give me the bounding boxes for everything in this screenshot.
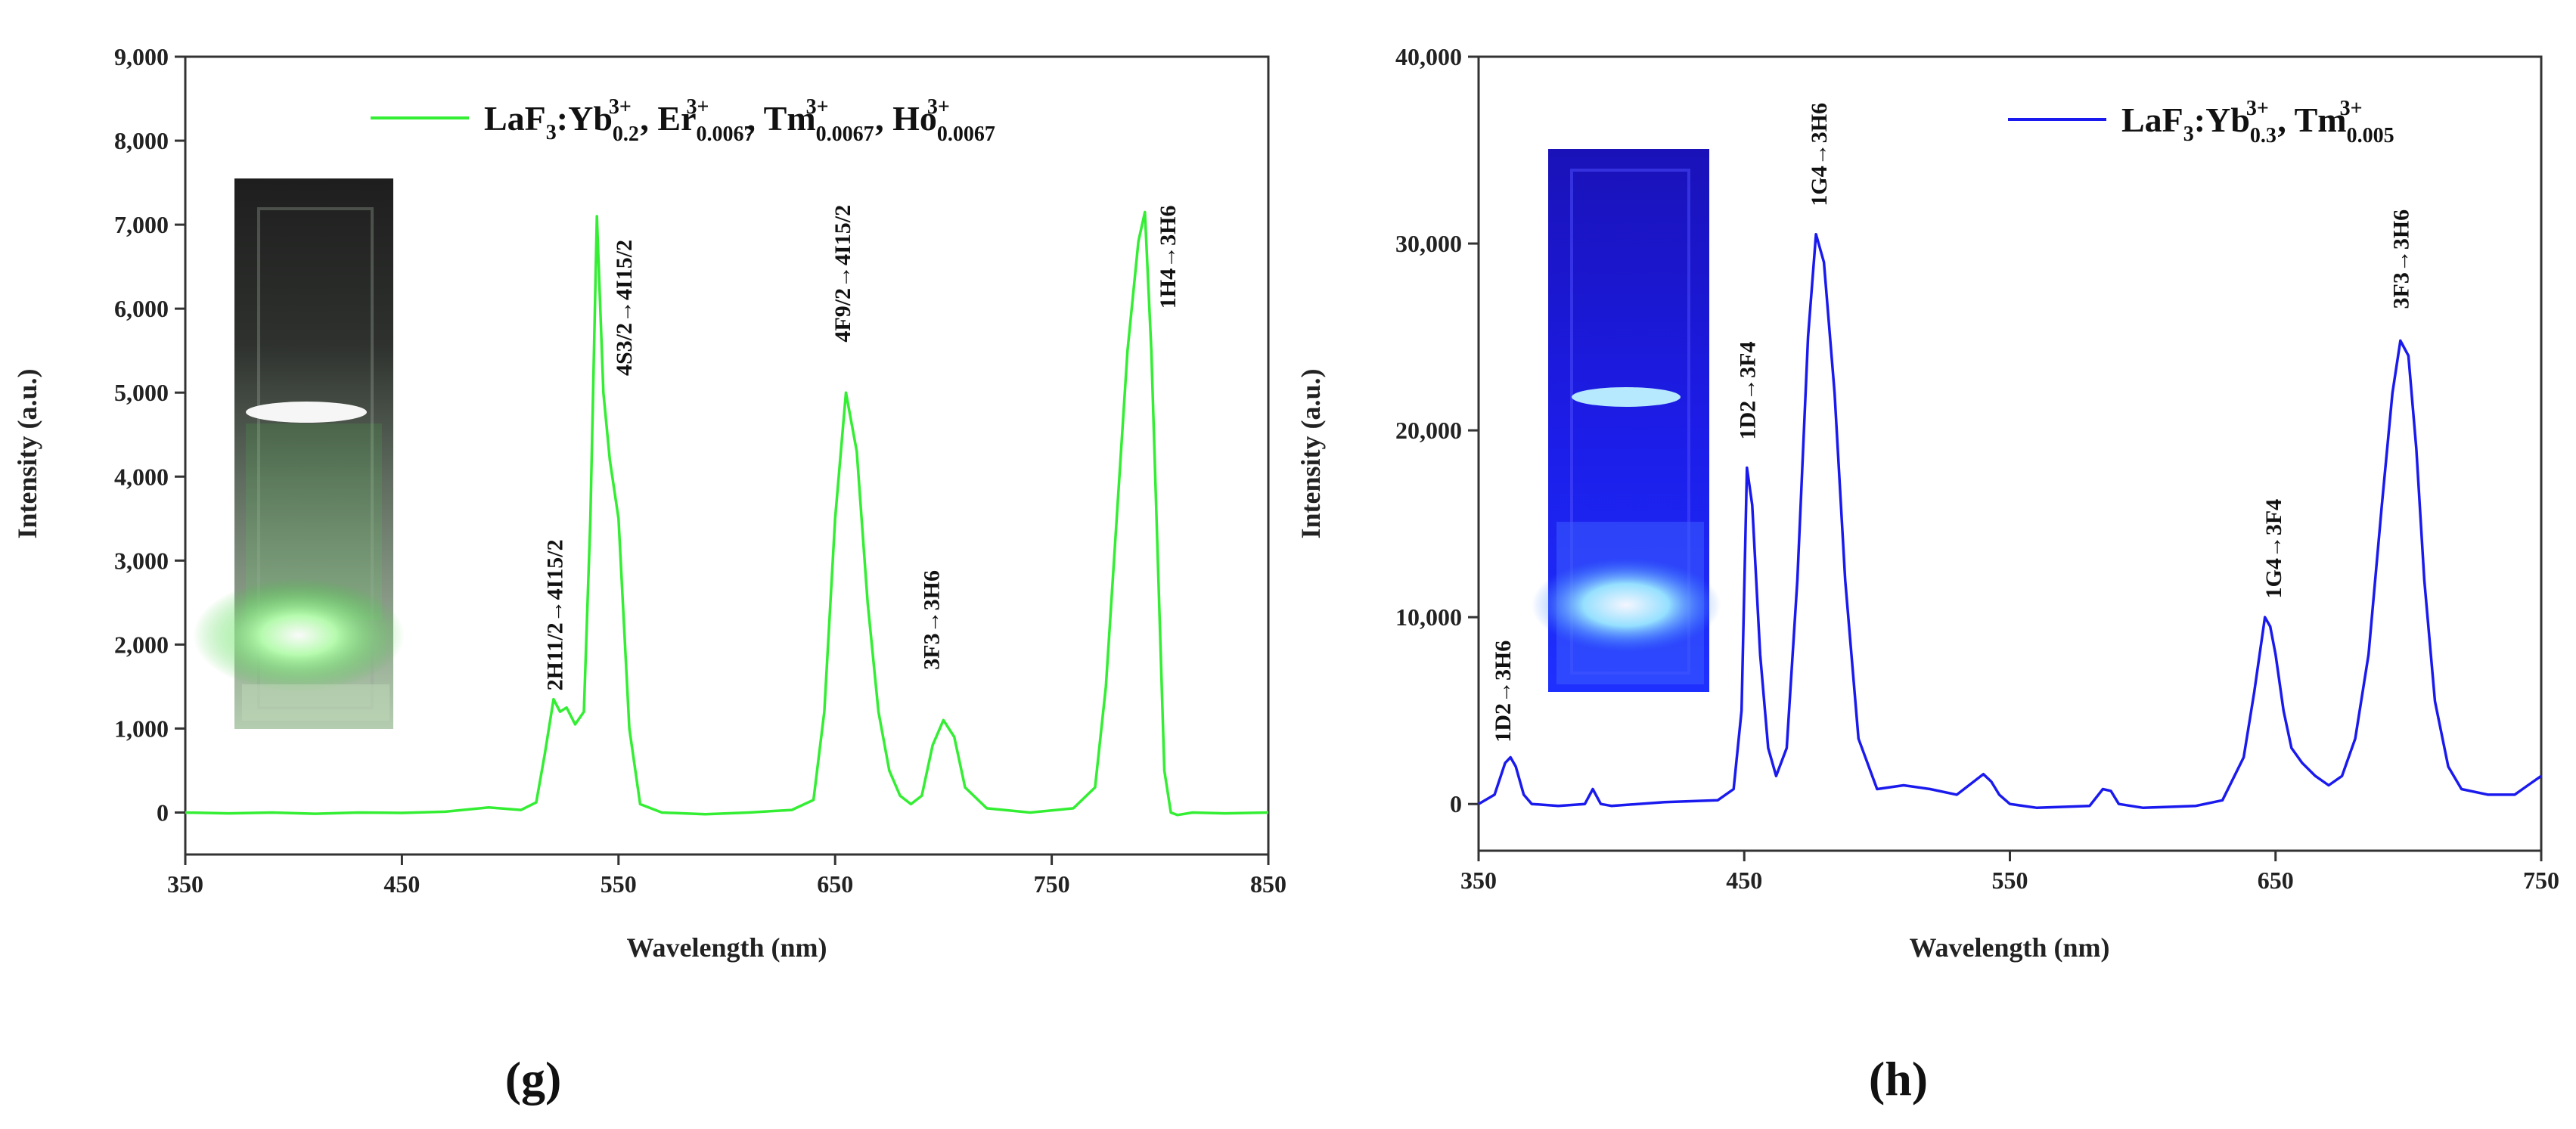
y-axis-label-h: Intensity (a.u.) [1296, 368, 1326, 538]
y-tick-label-g-6000: 6,000 [114, 295, 169, 322]
x-tick-label-g-850: 850 [1250, 870, 1286, 898]
y-tick-label-g-7000: 7,000 [114, 211, 169, 238]
panel-h: 350 450 550 650 750 0 10,000 20,000 30,000 40,00… [1296, 43, 2559, 1106]
x-tick-label-g-650: 650 [817, 870, 853, 898]
y-tick-label-g-0: 0 [157, 799, 169, 826]
annotation-g-1: 2H11/2→4I15/2 [542, 539, 567, 690]
y-tick-label-h-0: 0 [1450, 790, 1462, 817]
y-tick-label-h-30000: 30,000 [1395, 230, 1462, 257]
panel-g: 350 450 550 650 750 850 0 1,000 2,000 3,000 4,000… [12, 43, 1286, 1106]
spectrum-line-h [1478, 232, 2543, 809]
spectrum-line-g [185, 210, 1269, 817]
y-tick-label-g-5000: 5,000 [114, 379, 169, 406]
x-tick-label-h-450: 450 [1726, 867, 1762, 894]
legend-text-g: LaF3:Yb0.23+ , Er0.00673+, Tm0.00673+ , … [484, 95, 995, 146]
panel-label-g: (g) [505, 1052, 562, 1106]
panel-label-h: (h) [1869, 1052, 1928, 1106]
y-axis-label-g: Intensity (a.u.) [12, 368, 42, 538]
x-tick-label-g-750: 750 [1034, 870, 1070, 898]
x-tick-label-g-550: 550 [601, 870, 637, 898]
y-tick-label-g-2000: 2,000 [114, 631, 169, 658]
y-tick-label-g-1000: 1,000 [114, 715, 169, 742]
x-axis-label-g: Wavelength (nm) [627, 932, 827, 963]
x-tick-label-h-650: 650 [2258, 867, 2294, 894]
legend-g: LaF3:Yb0.23+ , Er0.00673+, Tm0.00673+ , … [371, 95, 995, 146]
inset-photo-h [1532, 149, 1721, 692]
inset-photo-g [193, 178, 405, 729]
legend-text-h: LaF3:Yb0.33+ , Tm0.0053+ [2121, 97, 2394, 147]
annotation-g-3: 4F9/2→4I15/2 [830, 205, 855, 343]
x-tick-label-g-450: 450 [383, 870, 420, 898]
x-tick-label-g-350: 350 [167, 870, 203, 898]
x-axis-label-h: Wavelength (nm) [1910, 932, 2110, 963]
y-tick-label-h-40000: 40,000 [1395, 43, 1462, 70]
x-tick-label-h-350: 350 [1460, 867, 1497, 894]
y-tick-label-h-20000: 20,000 [1395, 417, 1462, 444]
legend-h: LaF3:Yb0.33+ , Tm0.0053+ [2008, 97, 2394, 147]
y-tick-label-g-8000: 8,000 [114, 127, 169, 154]
x-tick-label-h-550: 550 [1992, 867, 2028, 894]
annotation-h-3: 1G4→3H6 [1807, 103, 1832, 206]
plot-frame-g [184, 55, 1270, 856]
y-tick-label-g-3000: 3,000 [114, 547, 169, 574]
y-tick-label-g-4000: 4,000 [114, 463, 169, 490]
annotation-h-1: 1D2→3H6 [1491, 640, 1516, 743]
annotation-g-5: 1H4→3H6 [1156, 206, 1181, 309]
y-tick-label-h-10000: 10,000 [1395, 603, 1462, 631]
annotation-g-2: 4S3/2→4I15/2 [612, 240, 637, 376]
annotation-h-2: 1D2→3F4 [1735, 342, 1760, 440]
annotation-h-5: 3F3→3H6 [2388, 209, 2413, 309]
x-tick-label-h-750: 750 [2523, 867, 2559, 894]
y-tick-label-g-9000: 9,000 [114, 43, 169, 70]
annotation-g-4: 3F3→3H6 [920, 570, 945, 670]
annotation-h-4: 1G4→3F4 [2261, 499, 2286, 599]
